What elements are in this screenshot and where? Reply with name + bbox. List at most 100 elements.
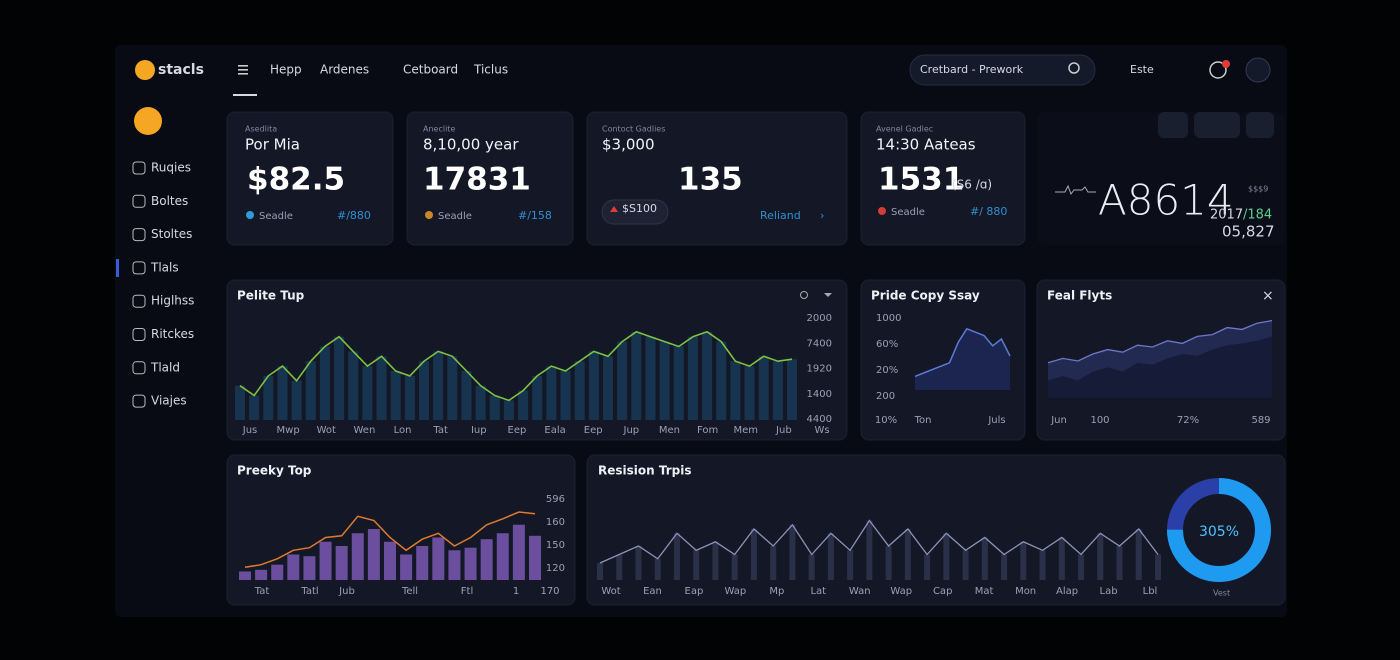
sidebar-item[interactable]: Higlhss bbox=[151, 294, 194, 308]
card-legend: Seadle bbox=[438, 211, 472, 222]
axis-label: Mp bbox=[769, 586, 784, 597]
bar bbox=[319, 541, 332, 580]
tool-button[interactable] bbox=[1194, 112, 1240, 138]
legend-dot bbox=[246, 211, 254, 219]
search-icon[interactable] bbox=[1068, 62, 1080, 74]
axis-label: Alap bbox=[1056, 586, 1078, 597]
panel-icon[interactable] bbox=[800, 291, 808, 299]
axis-label: Ean bbox=[643, 586, 662, 597]
card-value: 135 bbox=[678, 162, 743, 198]
bar bbox=[367, 529, 380, 580]
bar bbox=[631, 331, 642, 420]
bar bbox=[433, 351, 444, 420]
sidebar-item[interactable]: Stoltes bbox=[151, 227, 192, 241]
axis-label: 100 bbox=[1090, 415, 1109, 426]
card-badge: $S100 bbox=[622, 202, 657, 215]
axis-label: Lab bbox=[1100, 586, 1118, 597]
notification-icon[interactable] bbox=[1209, 61, 1227, 79]
card-caption: Avenel Gadlec bbox=[876, 125, 933, 134]
nav-item[interactable]: Ardenes bbox=[320, 63, 369, 77]
axis-label: Cap bbox=[933, 586, 952, 597]
card-title: 14:30 Aateas bbox=[876, 136, 976, 154]
bar bbox=[560, 371, 571, 420]
sidebar-item[interactable]: Ruqies bbox=[151, 161, 191, 175]
nav-item[interactable]: Cetboard bbox=[403, 63, 458, 77]
axis-label: Mat bbox=[975, 586, 994, 597]
bar bbox=[603, 356, 613, 420]
bar bbox=[744, 366, 755, 420]
bar bbox=[448, 550, 461, 580]
line bbox=[1047, 319, 1273, 364]
highlight-value: A8614 bbox=[1098, 176, 1234, 225]
badge-icon bbox=[610, 206, 618, 212]
axis-label: Lat bbox=[810, 586, 826, 597]
bar bbox=[239, 571, 251, 580]
line bbox=[914, 327, 1011, 378]
active-indicator bbox=[116, 259, 119, 277]
bar bbox=[489, 395, 500, 420]
sidebar-item[interactable]: Tlald bbox=[150, 360, 180, 374]
panel-title: Feal Flyts bbox=[1047, 289, 1112, 303]
panel-icon[interactable] bbox=[824, 293, 832, 297]
highlight-year: 2017 bbox=[1210, 208, 1243, 223]
badge bbox=[601, 199, 669, 225]
panel-title: Resision Trpis bbox=[598, 464, 692, 478]
panel-title: Pride Copy Ssay bbox=[871, 289, 980, 303]
axis-label: 160 bbox=[546, 517, 565, 528]
tool-button[interactable] bbox=[1246, 112, 1274, 138]
donut-caption: Vest bbox=[1213, 589, 1230, 598]
bar bbox=[287, 554, 300, 580]
bar bbox=[588, 351, 599, 420]
axis-label: Tat bbox=[432, 425, 448, 436]
axis-label: 20% bbox=[876, 365, 898, 376]
panel bbox=[586, 454, 1286, 606]
brand-logo bbox=[135, 60, 155, 80]
axis-label: Fom bbox=[697, 425, 718, 436]
bar bbox=[617, 341, 628, 420]
tool-button[interactable] bbox=[1158, 112, 1188, 138]
bar bbox=[702, 331, 713, 420]
card-stat: #/880 bbox=[337, 209, 371, 222]
bar bbox=[574, 361, 585, 420]
stat-card bbox=[226, 111, 394, 246]
bar bbox=[758, 356, 769, 420]
sidebar-item[interactable]: Viajes bbox=[151, 394, 187, 408]
axis-label: Men bbox=[659, 425, 680, 436]
bar bbox=[384, 541, 396, 580]
sidebar-item[interactable]: Boltes bbox=[151, 194, 188, 208]
legend-dot bbox=[878, 207, 886, 215]
search-box[interactable] bbox=[909, 54, 1096, 86]
sidebar-item[interactable]: Ritckes bbox=[151, 327, 194, 341]
chevron[interactable]: › bbox=[820, 209, 824, 222]
bar bbox=[687, 336, 698, 420]
user[interactable]: Este bbox=[1130, 63, 1154, 76]
bar bbox=[235, 385, 245, 420]
nav-item[interactable]: Hepp bbox=[270, 63, 302, 77]
axis-label: Wot bbox=[601, 586, 620, 597]
sidebar-item[interactable]: Tlals bbox=[150, 260, 179, 274]
brand: stacls bbox=[158, 62, 204, 78]
nav-item[interactable]: Ticlus bbox=[473, 63, 508, 77]
axis-label: Mon bbox=[1015, 586, 1036, 597]
axis-label: 60% bbox=[876, 339, 898, 350]
bar bbox=[319, 346, 330, 420]
axis-label: Ws bbox=[814, 425, 829, 436]
bar bbox=[390, 371, 401, 420]
axis-label: Eap bbox=[685, 586, 704, 597]
axis-label: 10% bbox=[875, 415, 897, 426]
axis-label: Wot bbox=[317, 425, 336, 436]
avatar[interactable] bbox=[1245, 57, 1271, 83]
sidebar-icon bbox=[132, 361, 146, 375]
axis-label: Eep bbox=[508, 425, 527, 436]
bar bbox=[716, 341, 727, 420]
axis-label: 7400 bbox=[807, 338, 832, 349]
legend-dot bbox=[425, 211, 433, 219]
card-link[interactable]: Reliand bbox=[760, 209, 801, 222]
bar bbox=[546, 366, 557, 420]
sidebar-icon bbox=[132, 294, 146, 308]
line bbox=[599, 519, 1159, 564]
menu-icon[interactable] bbox=[238, 65, 248, 75]
axis-label: 72% bbox=[1177, 415, 1199, 426]
axis-label: Jup bbox=[623, 425, 640, 436]
close-icon[interactable]: × bbox=[1262, 288, 1274, 304]
